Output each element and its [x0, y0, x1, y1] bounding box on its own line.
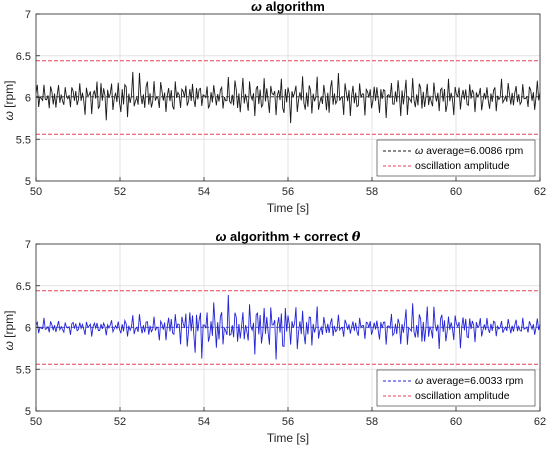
chart2-ylabel: ω [rpm]: [2, 310, 16, 350]
chart2-ytick-label-5: 5: [25, 406, 31, 418]
chart2-ytick-label-6.5: 6.5: [16, 281, 31, 293]
chart1-ytick-label-5: 5: [25, 176, 31, 188]
chart1-legend-box: [376, 139, 536, 177]
chart2-legend-amplitude-label: oscillation amplitude: [415, 390, 510, 402]
chart1-ylabel-symbol: ω: [2, 111, 16, 120]
chart2-legend-box: [376, 369, 536, 407]
chart1-legend-average-label: ω average=6.0086 rpm: [415, 145, 524, 157]
chart2-title-text: algorithm + correct: [226, 229, 351, 244]
chart2-xtick-label-54: 54: [198, 416, 210, 428]
chart1-ytick-label-6: 6: [25, 93, 31, 105]
chart2-title-symbol2: θ: [352, 230, 361, 245]
chart1: 50 52 54 56 58 60 62 5 5.5 6 6.5 7 ω algorithm Time […: [2, 0, 546, 215]
chart2-legend-average-symbol: ω: [415, 375, 423, 387]
chart2-legend-average-text: average=6.0033 rpm: [423, 375, 523, 387]
chart1-legend: ω average=6.0086 rpm oscillation amplitud…: [376, 139, 536, 177]
chart2-ylabel-symbol: ω: [2, 341, 16, 350]
chart2-xtick-label-60: 60: [450, 416, 462, 428]
chart1-ylabel: ω [rpm]: [2, 80, 16, 120]
chart1-legend-average-text: average=6.0086 rpm: [423, 145, 523, 157]
chart1-xtick-label-60: 60: [450, 186, 462, 198]
chart2-xtick-label-58: 58: [366, 416, 378, 428]
chart1-title: ω algorithm: [251, 0, 325, 14]
chart1-xtick-label-58: 58: [366, 186, 378, 198]
chart1-xlabel: Time [s]: [267, 201, 309, 215]
chart1-xtick-label-62: 62: [534, 186, 546, 198]
chart1-signal-line: [35, 71, 541, 124]
chart1-xtick-label-56: 56: [282, 186, 294, 198]
chart2-xlabel: Time [s]: [267, 431, 309, 445]
chart1-xtick-label-50: 50: [30, 186, 42, 198]
chart2-title: ω algorithm + correct θ: [216, 229, 361, 245]
chart2-xtick-label-62: 62: [534, 416, 546, 428]
chart2-xtick-label-52: 52: [114, 416, 126, 428]
chart2-title-symbol: ω: [216, 229, 227, 244]
chart1-title-symbol: ω: [251, 0, 262, 14]
chart2-ylabel-unit: [rpm]: [2, 310, 16, 341]
chart2-ytick-label-7: 7: [25, 239, 31, 251]
chart1-xtick-label-52: 52: [114, 186, 126, 198]
chart1-legend-average-symbol: ω: [415, 145, 423, 157]
chart2-signal-line: [35, 294, 541, 360]
chart2-legend: ω average=6.0033 rpm oscillation amplitud…: [376, 369, 536, 407]
chart1-xtick-label-54: 54: [198, 186, 210, 198]
chart2-xtick-label-50: 50: [30, 416, 42, 428]
chart2-xtick-label-56: 56: [282, 416, 294, 428]
chart1-ytick-label-7: 7: [25, 9, 31, 21]
chart1-ytick-label-6.5: 6.5: [16, 51, 31, 63]
chart1-ylabel-unit: [rpm]: [2, 80, 16, 111]
chart1-title-text: algorithm: [262, 0, 325, 14]
chart2-ytick-label-6: 6: [25, 323, 31, 335]
chart2: 50 52 54 56 58 60 62 5 5.5 6 6.5 7 ω algorithm + cor…: [2, 229, 546, 445]
chart2-ytick-label-5.5: 5.5: [16, 364, 31, 376]
chart1-ytick-label-5.5: 5.5: [16, 134, 31, 146]
chart1-legend-amplitude-label: oscillation amplitude: [415, 160, 510, 172]
chart2-legend-average-label: ω average=6.0033 rpm: [415, 375, 524, 387]
